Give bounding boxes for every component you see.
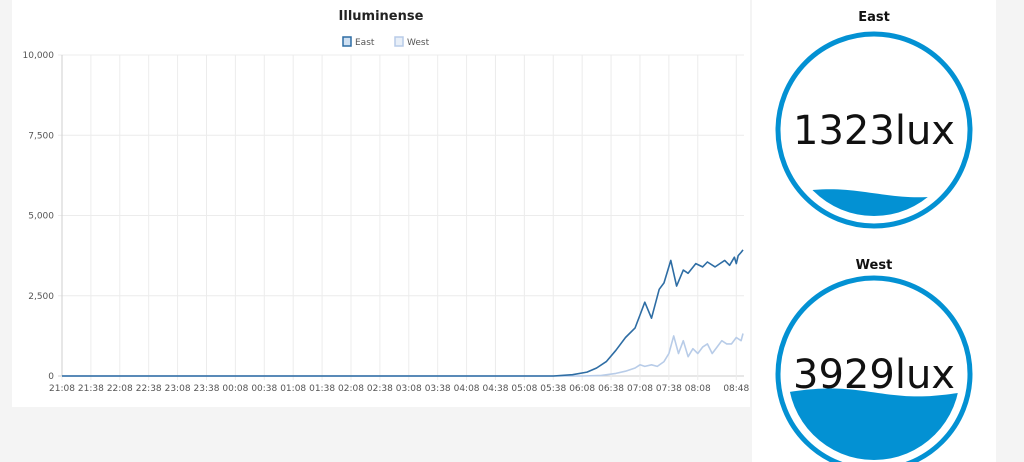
x-tick-label: 22:08: [107, 384, 133, 394]
x-tick-label: 23:38: [194, 384, 220, 394]
x-tick-label: 03:38: [425, 384, 451, 394]
y-tick-label: 7,500: [28, 131, 54, 141]
x-tick-label: 00:08: [222, 384, 248, 394]
east-gauge-liquid: [788, 189, 960, 216]
x-tick-label: 05:08: [511, 384, 537, 394]
x-tick-label: 02:08: [338, 384, 364, 394]
x-tick-label: 03:08: [396, 384, 422, 394]
legend-swatch-west: [394, 36, 404, 47]
east-gauge-value: 1323lux: [793, 108, 955, 154]
x-tick-label: 22:38: [136, 384, 162, 394]
gauges-panel: East 1323lux West 3929lux: [752, 0, 996, 462]
x-tick-label: 04:08: [454, 384, 480, 394]
x-tick-label: 04:38: [483, 384, 509, 394]
illuminance-line-chart: Illuminense East West 0 2,500 5,000 7,500 10,00…: [23, 9, 750, 394]
x-tick-label: 08:48: [723, 384, 749, 394]
x-tick-label: 02:38: [367, 384, 393, 394]
y-tick-label: 10,000: [23, 51, 55, 61]
x-tick-label: 06:08: [569, 384, 595, 394]
west-gauge-liquid: [788, 388, 960, 460]
x-tick-label: 07:08: [627, 384, 653, 394]
x-tick-label: 23:08: [165, 384, 191, 394]
chart-title: Illuminense: [339, 9, 424, 24]
x-tick-label: 21:08: [49, 384, 75, 394]
x-tick-label: 01:08: [280, 384, 306, 394]
x-tick-label: 08:08: [685, 384, 711, 394]
series-line-west: [62, 333, 744, 377]
east-gauge-ring: [775, 31, 973, 229]
west-gauge-title: West: [855, 258, 893, 273]
legend-label-east: East: [355, 38, 375, 48]
legend-swatch-east: [342, 36, 352, 47]
legend-label-west: West: [407, 38, 430, 48]
x-tick-label: 06:38: [598, 384, 624, 394]
east-gauge-title: East: [858, 10, 890, 25]
y-tick-label: 5,000: [28, 212, 54, 222]
illuminance-chart-card: Illuminense East West 0 2,500 5,000 7,500 10,00…: [12, 0, 750, 407]
x-tick-label: 05:38: [540, 384, 566, 394]
x-tick-label: 21:38: [78, 384, 104, 394]
x-tick-label: 01:38: [309, 384, 335, 394]
x-tick-label: 07:38: [656, 384, 682, 394]
series-line-east: [62, 249, 744, 377]
west-gauge-ring: [775, 275, 973, 462]
y-tick-label: 2,500: [28, 292, 54, 302]
east-gauge: 1323lux: [775, 31, 973, 229]
west-gauge-value: 3929lux: [793, 352, 955, 398]
x-tick-label: 00:38: [251, 384, 277, 394]
west-gauge: 3929lux: [775, 275, 973, 462]
y-tick-label: 0: [48, 372, 54, 382]
